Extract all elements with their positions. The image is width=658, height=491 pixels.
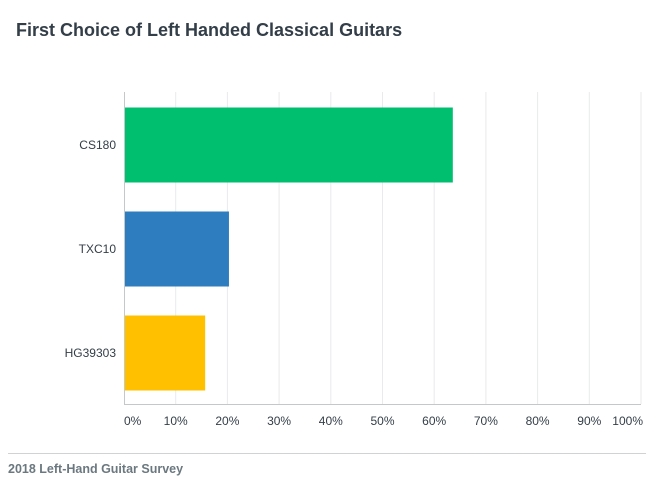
x-tick-label: 60% [422, 414, 446, 428]
y-category-label: CS180 [79, 138, 116, 152]
x-tick-label: 90% [577, 414, 601, 428]
x-tick-label: 50% [370, 414, 394, 428]
x-tick-label: 20% [215, 414, 239, 428]
bars [125, 107, 453, 391]
y-category-label: TXC10 [79, 242, 117, 256]
x-tick-label: 30% [267, 414, 291, 428]
tick-labels: 0% 10% 20% 30% 40% 50% 60% 70% 80% 90% 100% CS180 TX… [65, 138, 644, 428]
axes [124, 92, 641, 405]
x-tick-label: 0% [124, 414, 142, 428]
x-tick-label: 80% [526, 414, 550, 428]
x-tick-label: 70% [474, 414, 498, 428]
x-tick-label: 100% [612, 414, 643, 428]
y-category-label: HG39303 [65, 346, 117, 360]
footer-divider [8, 453, 646, 454]
bar-txc10 [125, 211, 229, 287]
bar-hg39303 [125, 315, 206, 391]
x-tick-label: 40% [319, 414, 343, 428]
x-tick-label: 10% [164, 414, 188, 428]
chart-title: First Choice of Left Handed Classical Gu… [16, 20, 403, 40]
footer-source-label: 2018 Left-Hand Guitar Survey [8, 462, 184, 476]
bar-cs180 [125, 107, 453, 183]
